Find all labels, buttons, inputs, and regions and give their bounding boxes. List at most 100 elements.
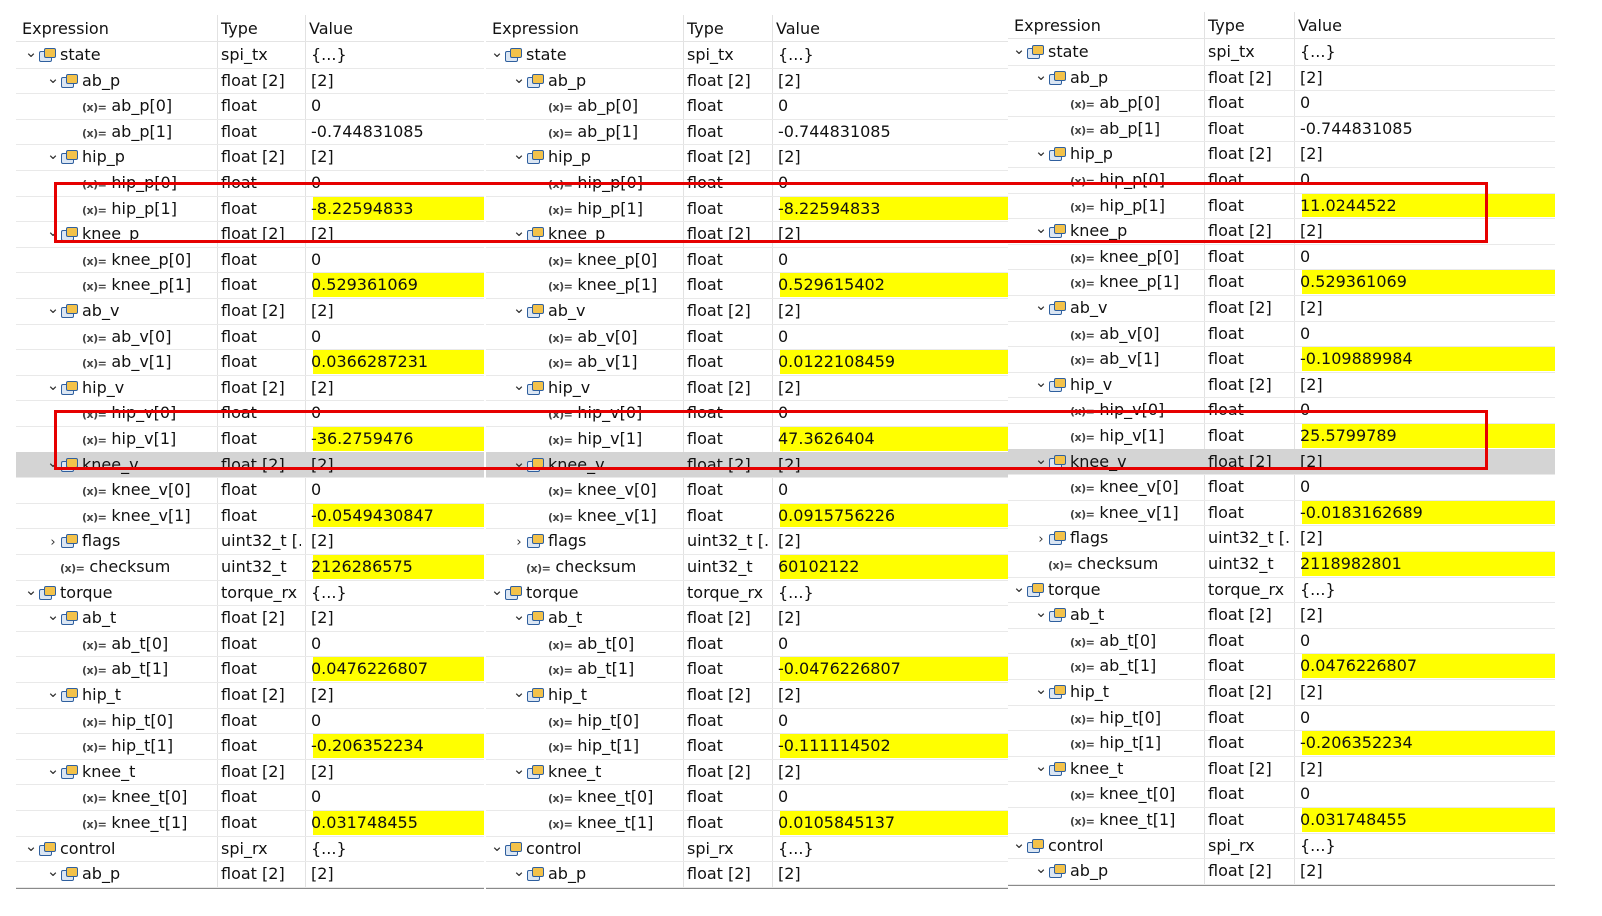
tree-row[interactable]: (x)= ab_v[1] float 0.0122108459 <box>486 349 1008 376</box>
tree-row[interactable]: ⌄ knee_p float [2] [2] <box>1008 218 1555 245</box>
value-cell[interactable]: 0.0915756226 <box>778 505 896 525</box>
tree-row[interactable]: (x)= ab_t[1] float 0.0476226807 <box>1008 653 1555 680</box>
tree-row[interactable]: (x)= hip_t[1] float -0.111114502 <box>486 733 1008 760</box>
value-cell[interactable]: 0 <box>311 96 322 116</box>
value-cell[interactable]: 0 <box>311 326 322 346</box>
value-cell[interactable]: {...} <box>311 582 347 602</box>
value-cell[interactable]: [2] <box>311 224 334 244</box>
tree-row[interactable]: ⌄ knee_t float [2] [2] <box>1008 756 1555 783</box>
tree-row[interactable]: ⌄ state spi_tx {...} <box>16 42 484 69</box>
value-cell[interactable]: 0.0105845137 <box>778 813 896 832</box>
value-cell[interactable]: 60102122 <box>778 557 860 576</box>
value-cell[interactable]: [2] <box>311 377 334 397</box>
value-cell[interactable]: 47.3626404 <box>778 429 875 448</box>
value-cell[interactable]: [2] <box>1300 758 1323 778</box>
tree-row[interactable]: (x)= hip_v[0] float 0 <box>1008 397 1555 424</box>
value-cell[interactable]: {...} <box>1300 835 1336 855</box>
chevron-down-icon[interactable]: ⌄ <box>46 862 60 881</box>
column-header-type[interactable]: Type <box>221 19 258 38</box>
tree-row[interactable]: (x)= checksum uint32_t 60102122 <box>486 554 1008 581</box>
tree-row[interactable]: ⌄ hip_t float [2] [2] <box>1008 679 1555 706</box>
chevron-down-icon[interactable]: ⌄ <box>24 836 38 855</box>
value-cell[interactable]: 0 <box>311 403 322 423</box>
chevron-down-icon[interactable]: ⌄ <box>46 375 60 394</box>
chevron-down-icon[interactable]: ⌄ <box>24 43 38 61</box>
tree-row[interactable]: (x)= knee_t[0] float 0 <box>16 784 484 811</box>
value-cell[interactable]: [2] <box>311 608 334 628</box>
tree-row[interactable]: ⌄ ab_t float [2] [2] <box>1008 602 1555 629</box>
chevron-down-icon[interactable]: ⌄ <box>1034 296 1048 314</box>
value-cell[interactable]: [2] <box>1300 451 1323 471</box>
value-cell[interactable]: -0.206352234 <box>1300 733 1413 753</box>
tree-row[interactable]: (x)= knee_t[0] float 0 <box>486 784 1008 811</box>
chevron-down-icon[interactable]: ⌄ <box>1012 40 1026 58</box>
tree-row[interactable]: ⌄ hip_t float [2] [2] <box>16 682 484 709</box>
tree-row[interactable]: ⌄ hip_p float [2] [2] <box>1008 141 1555 168</box>
value-cell[interactable]: -0.111114502 <box>778 736 891 756</box>
value-cell[interactable]: 0 <box>778 326 789 346</box>
tree-row[interactable]: (x)= ab_p[1] float -0.744831085 <box>1008 116 1555 143</box>
column-divider[interactable] <box>772 15 773 887</box>
value-cell[interactable]: [2] <box>778 531 801 551</box>
tree-row[interactable]: ⌄ ab_t float [2] [2] <box>486 605 1008 632</box>
tree-row[interactable]: ⌄ state spi_tx {...} <box>486 42 1008 69</box>
tree-row[interactable]: (x)= hip_t[0] float 0 <box>1008 705 1555 732</box>
value-cell[interactable]: 0.529361069 <box>1300 272 1407 292</box>
chevron-down-icon[interactable]: ⌄ <box>1034 219 1048 238</box>
tree-row[interactable]: (x)= knee_v[1] float 0.0915756226 <box>486 503 1008 530</box>
tree-row[interactable]: (x)= checksum uint32_t 2118982801 <box>1008 551 1555 578</box>
value-cell[interactable]: 0 <box>311 173 322 192</box>
value-cell[interactable]: 0.031748455 <box>1300 810 1407 829</box>
value-cell[interactable]: 0.529615402 <box>778 275 885 295</box>
value-cell[interactable]: -0.744831085 <box>311 121 424 141</box>
value-cell[interactable]: 11.0244522 <box>1300 195 1397 215</box>
chevron-down-icon[interactable]: ⌄ <box>512 452 526 471</box>
tree-row[interactable]: (x)= hip_v[0] float 0 <box>486 400 1008 427</box>
column-divider[interactable] <box>683 15 684 887</box>
chevron-down-icon[interactable]: ⌄ <box>512 145 526 164</box>
tree-row[interactable]: (x)= knee_p[0] float 0 <box>16 247 484 274</box>
tree-row[interactable]: ⌄ hip_t float [2] [2] <box>486 682 1008 709</box>
column-header-value[interactable]: Value <box>1298 16 1342 35</box>
value-cell[interactable]: [2] <box>1300 374 1323 394</box>
tree-row[interactable]: (x)= knee_t[0] float 0 <box>1008 781 1555 808</box>
value-cell[interactable]: [2] <box>778 608 801 628</box>
value-cell[interactable]: 0 <box>311 480 322 500</box>
value-cell[interactable]: [2] <box>778 147 801 167</box>
value-cell[interactable]: {...} <box>311 838 347 858</box>
tree-row[interactable]: ⌄ ab_p float [2] [2] <box>486 68 1008 95</box>
tree-row[interactable]: (x)= knee_v[0] float 0 <box>16 477 484 504</box>
value-cell[interactable]: -8.22594833 <box>311 198 414 218</box>
tree-row[interactable]: (x)= ab_v[1] float 0.0366287231 <box>16 349 484 376</box>
tree-row[interactable]: ⌄ ab_p float [2] [2] <box>16 861 484 888</box>
tree-row[interactable]: (x)= knee_v[1] float -0.0549430847 <box>16 503 484 530</box>
value-cell[interactable]: 0.031748455 <box>311 813 418 832</box>
tree-row[interactable]: ⌄ state spi_tx {...} <box>1008 39 1555 66</box>
value-cell[interactable]: 0 <box>311 710 322 730</box>
chevron-down-icon[interactable]: ⌄ <box>1012 833 1026 852</box>
value-cell[interactable]: [2] <box>778 685 801 704</box>
value-cell[interactable]: 0.0476226807 <box>311 659 429 679</box>
value-cell[interactable]: [2] <box>1300 682 1323 701</box>
value-cell[interactable]: 0 <box>311 787 322 807</box>
tree-row[interactable]: (x)= knee_v[1] float -0.0183162689 <box>1008 500 1555 527</box>
value-cell[interactable]: -8.22594833 <box>778 198 881 218</box>
tree-row[interactable]: (x)= knee_p[1] float 0.529361069 <box>16 272 484 299</box>
tree-row[interactable]: ⌄ hip_v float [2] [2] <box>16 375 484 402</box>
tree-row[interactable]: ⌄ torque torque_rx {...} <box>1008 577 1555 604</box>
value-cell[interactable]: -0.744831085 <box>778 121 891 141</box>
chevron-down-icon[interactable]: ⌄ <box>1034 756 1048 775</box>
tree-row[interactable]: (x)= ab_t[0] float 0 <box>486 631 1008 658</box>
tree-row[interactable]: ⌄ ab_p float [2] [2] <box>486 861 1008 888</box>
tree-row[interactable]: (x)= hip_v[1] float 47.3626404 <box>486 426 1008 453</box>
tree-row[interactable]: (x)= hip_t[0] float 0 <box>16 708 484 735</box>
chevron-down-icon[interactable]: ⌄ <box>512 759 526 778</box>
value-cell[interactable]: 0.0476226807 <box>1300 656 1418 676</box>
tree-row[interactable]: (x)= knee_t[1] float 0.031748455 <box>1008 807 1555 834</box>
chevron-down-icon[interactable]: ⌄ <box>24 580 38 599</box>
chevron-down-icon[interactable]: ⌄ <box>512 606 526 625</box>
value-cell[interactable]: 0 <box>1300 630 1311 650</box>
tree-row[interactable]: (x)= knee_p[1] float 0.529615402 <box>486 272 1008 299</box>
tree-row[interactable]: ⌄ ab_p float [2] [2] <box>1008 858 1555 885</box>
tree-row[interactable]: ⌄ ab_t float [2] [2] <box>16 605 484 632</box>
